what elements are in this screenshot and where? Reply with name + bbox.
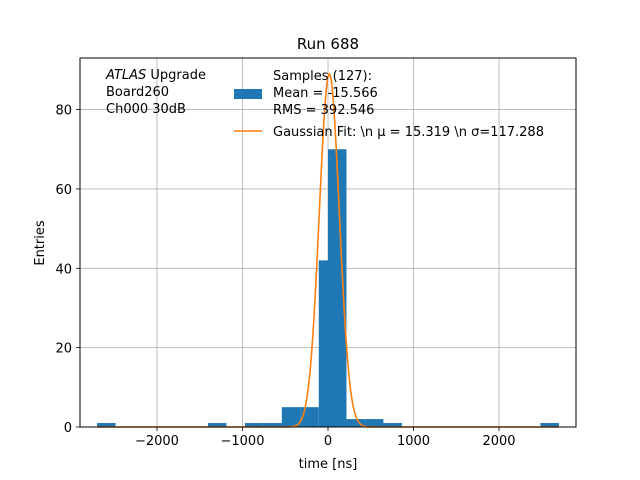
histogram-bar <box>318 260 328 427</box>
histogram-bar <box>244 423 264 427</box>
legend-swatch-samples <box>234 89 262 99</box>
legend: Samples (127): Mean = -15.566 RMS = 392.… <box>234 69 544 140</box>
histogram-bar <box>263 423 282 427</box>
x-axis-label: time [ns] <box>299 457 358 472</box>
y-tick-label: 20 <box>55 342 72 357</box>
histogram-bar <box>383 423 402 427</box>
legend-label-samples: RMS = 392.546 <box>273 103 374 118</box>
histogram-bar <box>364 419 384 427</box>
annotation-line: Board260 <box>106 85 169 100</box>
y-tick-label: 40 <box>55 262 72 277</box>
legend-label-samples: Samples (127): <box>273 69 372 84</box>
atlas-annotation: ATLAS Upgrade Board260 Ch000 30dB <box>105 68 206 117</box>
chart-title: Run 688 <box>297 35 359 53</box>
histogram-bar <box>281 407 301 427</box>
histogram-bar <box>97 423 116 427</box>
x-tick-label: 0 <box>324 434 332 449</box>
histogram-bar <box>540 423 559 427</box>
legend-label-samples: Mean = -15.566 <box>273 86 378 101</box>
histogram-bar <box>328 149 347 428</box>
x-tick-label: 1000 <box>397 434 430 449</box>
x-axis-ticks: −2000 −1000 0 1000 2000 <box>135 427 516 449</box>
x-tick-label: −2000 <box>135 434 179 449</box>
annotation-line: ATLAS Upgrade <box>105 68 206 83</box>
y-tick-label: 0 <box>64 421 72 436</box>
histogram-bar <box>300 407 319 427</box>
y-tick-label: 60 <box>55 183 72 198</box>
x-tick-label: −1000 <box>220 434 264 449</box>
legend-label-fit: Gaussian Fit: \n μ = 15.319 \n σ=117.288 <box>273 125 544 140</box>
x-tick-label: 2000 <box>482 434 515 449</box>
histogram-bar <box>346 419 365 427</box>
y-tick-label: 80 <box>55 104 72 119</box>
histogram-bars <box>97 149 559 428</box>
histogram-bar <box>207 423 227 427</box>
y-axis-label: Entries <box>33 220 48 266</box>
y-axis-ticks: 0 20 40 60 80 <box>55 104 80 436</box>
annotation-line: Ch000 30dB <box>106 102 186 117</box>
